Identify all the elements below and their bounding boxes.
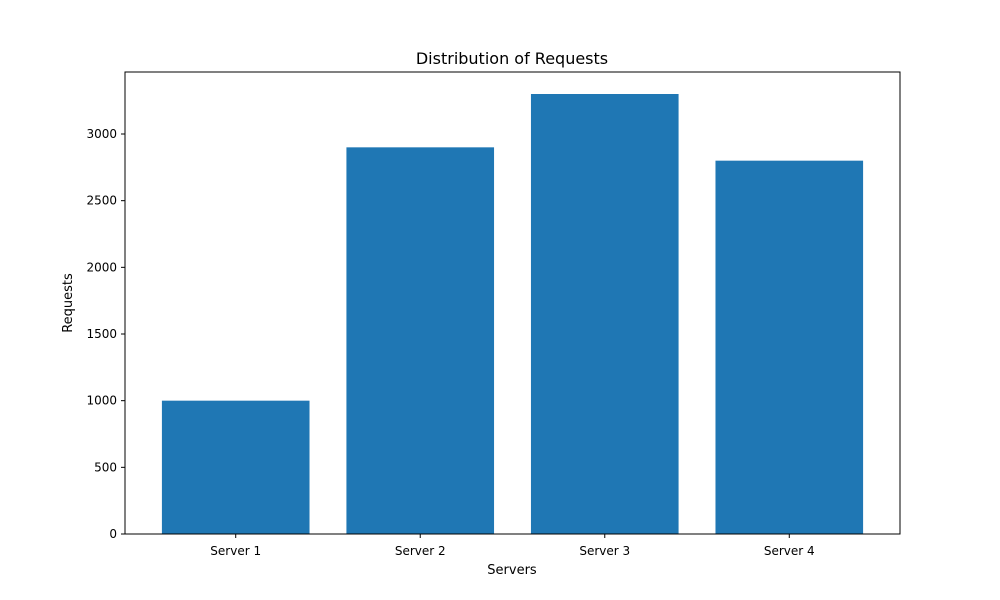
y-tick-label: 0 xyxy=(109,527,117,541)
x-tick-label: Server 1 xyxy=(210,544,261,558)
bar-server-4 xyxy=(715,160,864,534)
bar-server-1 xyxy=(161,400,310,534)
y-tick-label: 2500 xyxy=(86,194,117,208)
y-tick-label: 3000 xyxy=(86,127,117,141)
x-tick-label: Server 2 xyxy=(395,544,446,558)
x-tick-label: Server 3 xyxy=(579,544,630,558)
y-axis-ticks: 0 500 1000 1500 2000 2500 3000 xyxy=(86,127,125,541)
bars-layer xyxy=(161,94,864,535)
x-axis-label: Servers xyxy=(487,563,537,578)
x-tick-label: Server 4 xyxy=(764,544,815,558)
y-tick-label: 2000 xyxy=(86,260,117,274)
y-axis-label: Requests xyxy=(61,273,76,333)
y-tick-label: 500 xyxy=(94,460,117,474)
y-tick-label: 1000 xyxy=(86,394,117,408)
bar-server-3 xyxy=(530,94,679,534)
bar-server-2 xyxy=(346,147,495,535)
x-axis-ticks: Server 1 Server 2 Server 3 Server 4 xyxy=(210,534,815,558)
plot-frame xyxy=(124,71,901,535)
chart-title: Distribution of Requests xyxy=(416,49,608,68)
y-tick-label: 1500 xyxy=(86,327,117,341)
